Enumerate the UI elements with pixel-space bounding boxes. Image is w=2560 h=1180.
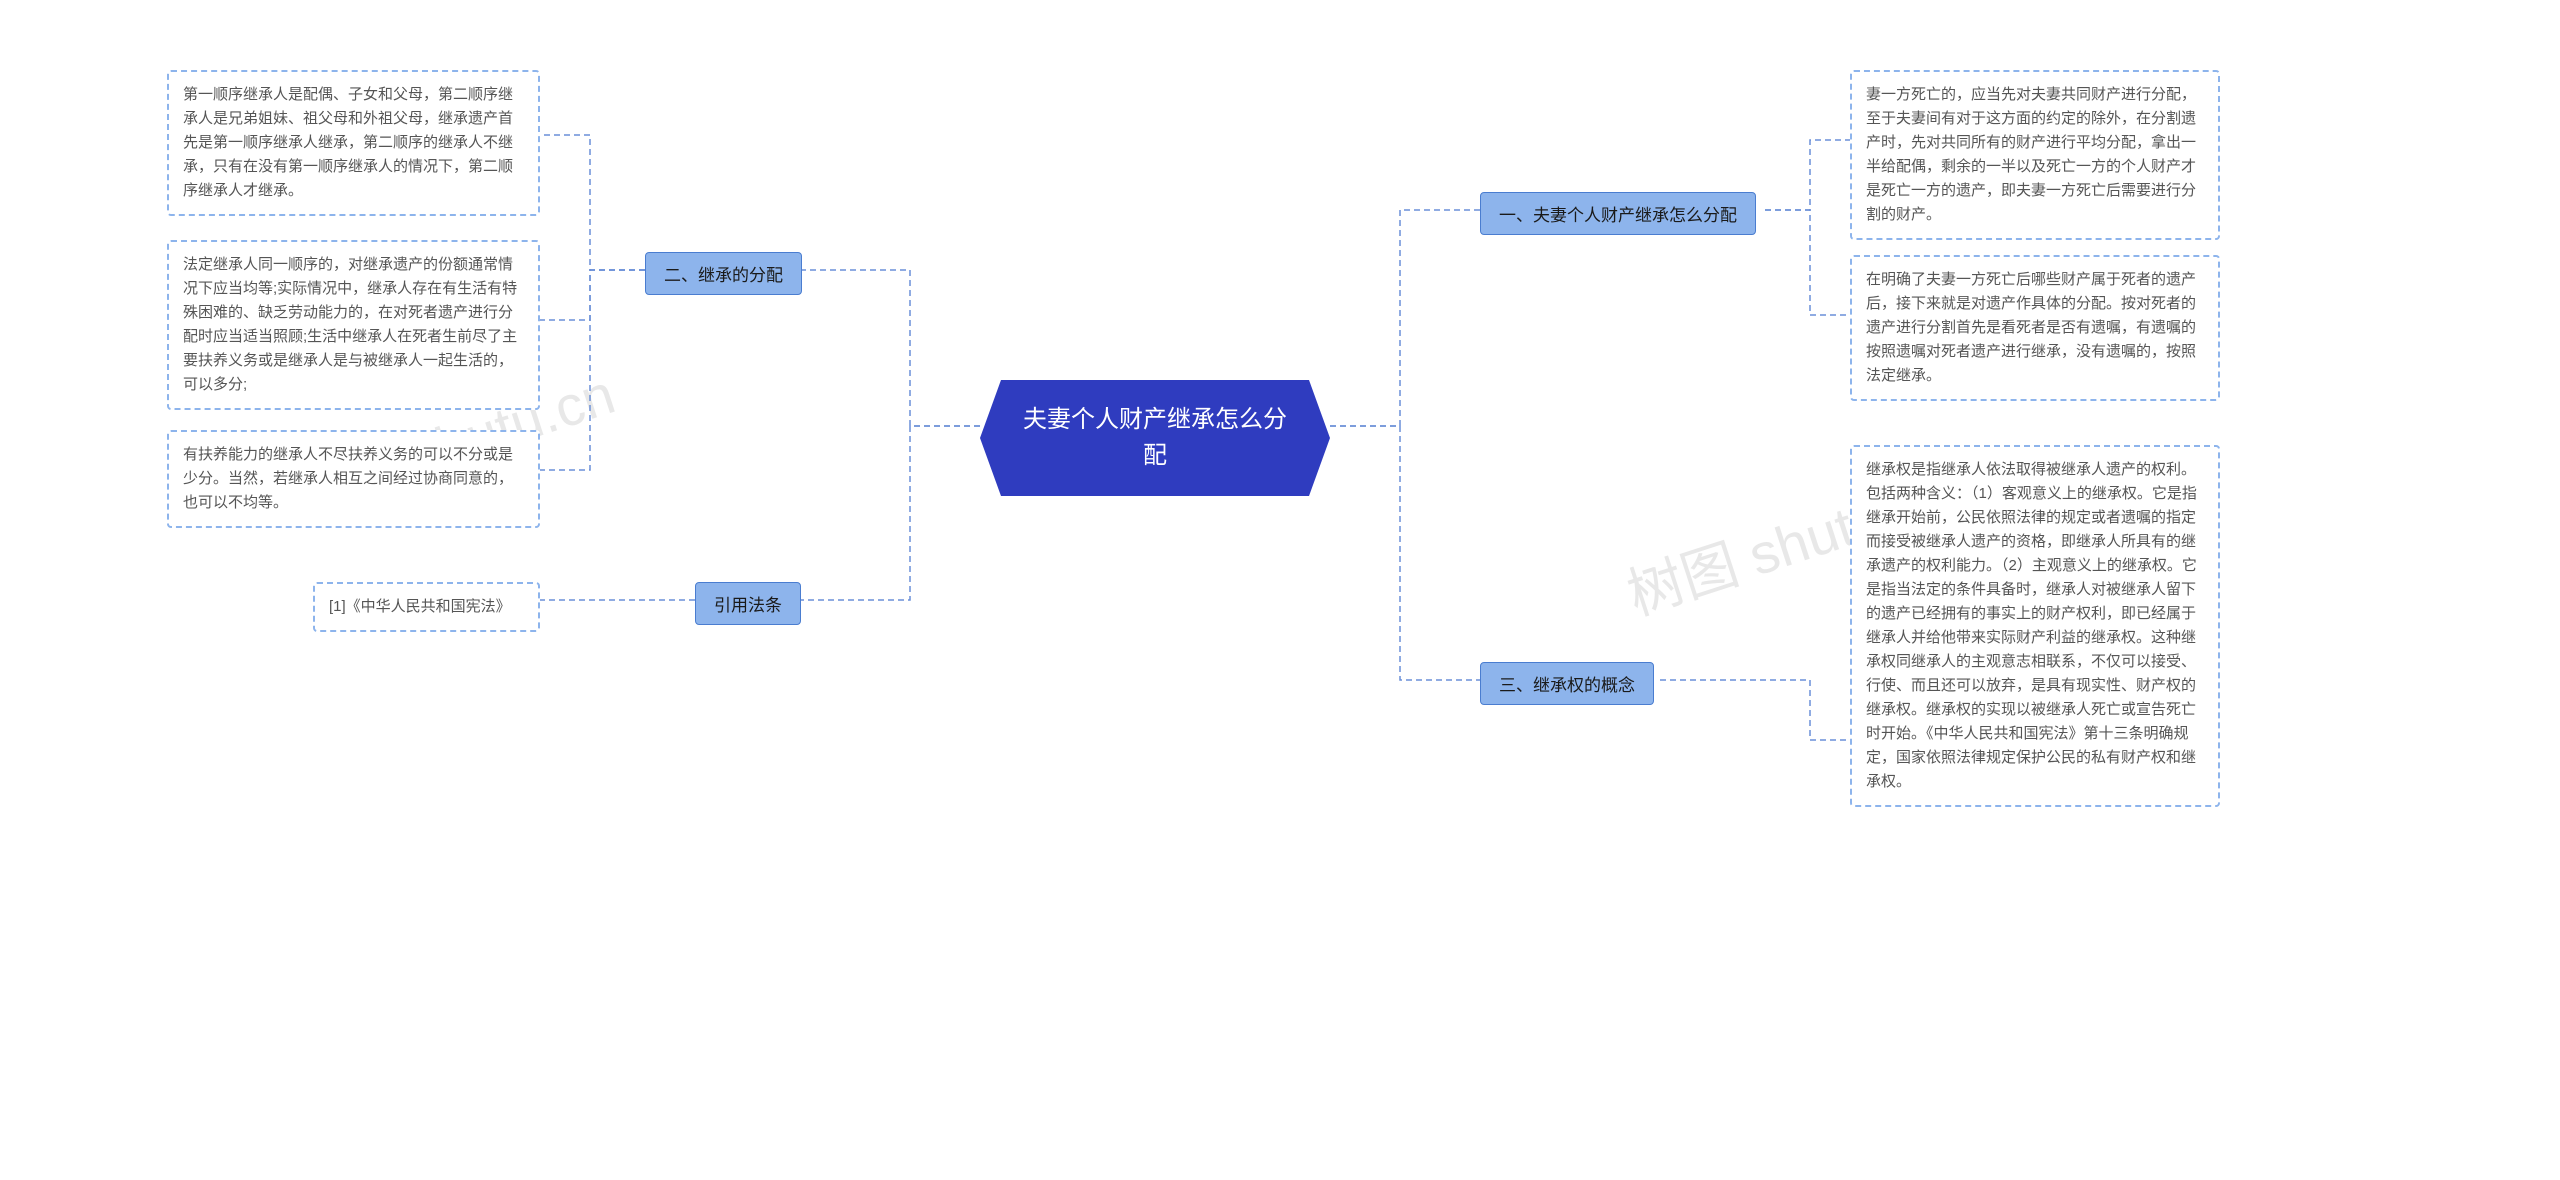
- leaf-left-1-2: 有扶养能力的继承人不尽扶养义务的可以不分或是少分。当然，若继承人相互之间经过协商…: [167, 430, 540, 528]
- branch-right-2: 三、继承权的概念: [1480, 662, 1654, 705]
- leaf-right-2-0: 继承权是指继承人依法取得被继承人遗产的权利。包括两种含义：（1）客观意义上的继承…: [1850, 445, 2220, 807]
- branch-left-1: 二、继承的分配: [645, 252, 802, 295]
- leaf-right-1-0: 妻一方死亡的，应当先对夫妻共同财产进行分配，至于夫妻间有对于这方面的约定的除外，…: [1850, 70, 2220, 240]
- branch-right-1: 一、夫妻个人财产继承怎么分配: [1480, 192, 1756, 235]
- leaf-left-1-0: 第一顺序继承人是配偶、子女和父母，第二顺序继承人是兄弟姐妹、祖父母和外祖父母，继…: [167, 70, 540, 216]
- leaf-left-2-0: [1]《中华人民共和国宪法》: [313, 582, 540, 632]
- leaf-right-1-1: 在明确了夫妻一方死亡后哪些财产属于死者的遗产后，接下来就是对遗产作具体的分配。按…: [1850, 255, 2220, 401]
- center-node: 夫妻个人财产继承怎么分配: [980, 380, 1330, 496]
- leaf-left-1-1: 法定继承人同一顺序的，对继承遗产的份额通常情况下应当均等;实际情况中，继承人存在…: [167, 240, 540, 410]
- branch-left-2: 引用法条: [695, 582, 801, 625]
